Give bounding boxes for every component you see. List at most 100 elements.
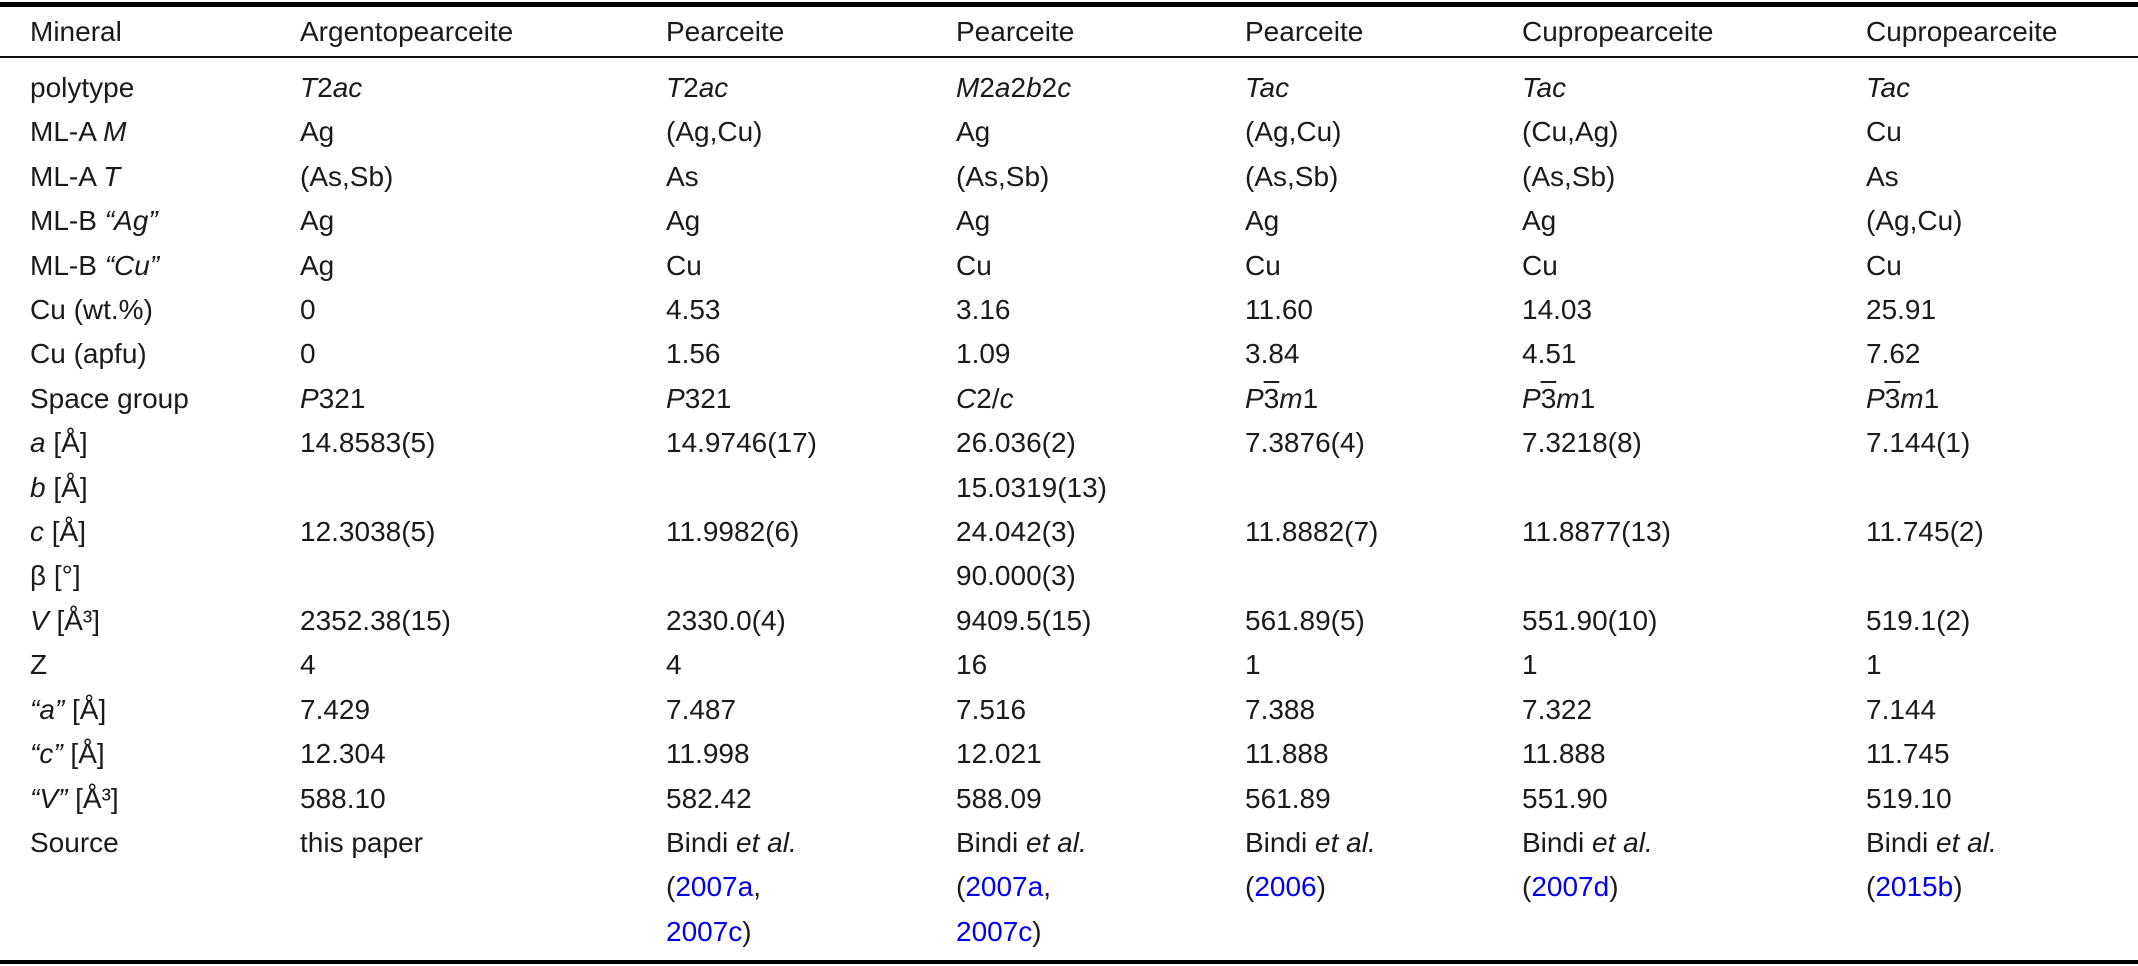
data-cell xyxy=(1866,466,2138,510)
table-body: polytype T2ac T2ac M2a2b2c Tac Tac Tac ML-A M Ag… xyxy=(0,57,2138,962)
text-run: 321 xyxy=(318,382,366,414)
text-run: 321 xyxy=(684,382,732,414)
text-run: 3 xyxy=(1540,382,1557,414)
data-cell: 11.60 xyxy=(1245,294,1313,326)
text-run: Tac xyxy=(1245,72,1290,103)
data-cell: 519.10 xyxy=(1866,782,1952,814)
row-label: c [Å] xyxy=(0,510,300,554)
citation-link[interactable]: 2007d xyxy=(1531,871,1610,903)
text-run: , xyxy=(753,871,761,903)
row-label: polytype xyxy=(30,72,135,103)
data-cell: 561.89 xyxy=(1245,782,1331,814)
data-cell xyxy=(1245,466,1522,510)
data-cell: 1 xyxy=(1866,649,1882,681)
text-run: ac xyxy=(332,72,363,103)
table-row: polytype T2ac T2ac M2a2b2c Tac Tac Tac xyxy=(0,57,2138,110)
table-row: “c” [Å] 12.304 11.998 12.021 11.888 11.888 11.… xyxy=(0,732,2138,776)
data-cell: 14.03 xyxy=(1522,294,1593,326)
data-cell: 26.036(2) xyxy=(956,427,1076,459)
row-label: Source xyxy=(30,826,119,858)
data-cell xyxy=(1245,554,1522,598)
text-run: 1 xyxy=(1302,382,1319,414)
data-cell: 7.516 xyxy=(956,693,1027,725)
text-run: [Å] xyxy=(44,516,87,548)
data-cell: Ag xyxy=(666,205,701,237)
citation-link[interactable]: 2007c xyxy=(666,915,743,947)
row-label: ML-B “Ag” xyxy=(0,199,300,243)
data-cell: 11.745 xyxy=(1866,738,1950,770)
data-cell: Bindi et al. (2007a, 2007c) xyxy=(666,821,956,962)
column-header: Cupropearceite xyxy=(1866,4,2138,58)
row-label: “c” [Å] xyxy=(0,732,300,776)
table-row: V [Å³] 2352.38(15) 2330.0(4) 9409.5(15) 561.… xyxy=(0,599,2138,643)
data-cell: 588.10 xyxy=(300,782,386,814)
citation-link[interactable]: 2007c xyxy=(956,915,1033,947)
text-run: [Å] xyxy=(64,693,107,725)
data-cell: T2ac xyxy=(666,57,956,110)
data-cell: (Ag,Cu) xyxy=(1245,116,1342,148)
citation-link[interactable]: 2015b xyxy=(1875,871,1954,903)
text-run: P xyxy=(1522,382,1541,414)
text-run: c xyxy=(30,516,44,548)
data-cell: 11.9982(6) xyxy=(666,516,800,548)
data-cell: 7.388 xyxy=(1245,693,1316,725)
table-row: ML-B “Ag” Ag Ag Ag Ag Ag (Ag,Cu) xyxy=(0,199,2138,243)
data-cell: 7.3876(4) xyxy=(1245,427,1365,459)
citation-link[interactable]: 2007a xyxy=(675,871,754,903)
data-cell: P3m1 xyxy=(1245,377,1522,421)
row-label: “V” [Å³] xyxy=(0,777,300,821)
text-run: et al. xyxy=(1315,826,1376,858)
text-run: P xyxy=(666,382,685,414)
table-row: ML-A M Ag (Ag,Cu) Ag (Ag,Cu) (Cu,Ag) Cu xyxy=(0,110,2138,154)
text-run: 1 xyxy=(1579,382,1596,414)
text-run: ( xyxy=(1866,871,1876,903)
data-cell: P321 xyxy=(666,377,956,421)
table-row: “a” [Å] 7.429 7.487 7.516 7.388 7.322 7.144 xyxy=(0,688,2138,732)
data-cell: Tac xyxy=(1522,57,1866,110)
data-cell: 561.89(5) xyxy=(1245,604,1365,636)
text-run: c xyxy=(999,382,1014,414)
data-cell: Tac xyxy=(1866,57,2138,110)
text-run: ML-A xyxy=(30,116,104,148)
text-run: ) xyxy=(1316,871,1326,903)
data-cell: 24.042(3) xyxy=(956,516,1076,548)
citation-link[interactable]: 2006 xyxy=(1254,871,1317,903)
citation-link[interactable]: 2007a xyxy=(965,871,1044,903)
text-run: et al. xyxy=(1026,826,1087,858)
data-cell: (Cu,Ag) xyxy=(1522,116,1619,148)
data-cell: 16 xyxy=(956,649,988,681)
data-cell: Tac xyxy=(1245,57,1522,110)
data-cell: 14.8583(5) xyxy=(300,427,436,459)
row-label: Z xyxy=(30,649,48,681)
data-cell: this paper xyxy=(300,826,423,858)
row-label: β [°] xyxy=(30,560,81,592)
text-run: b xyxy=(30,471,46,503)
data-cell: Ag xyxy=(1522,205,1557,237)
text-run: ( xyxy=(666,871,676,903)
data-cell: 519.1(2) xyxy=(1866,604,1971,636)
text-run: ( xyxy=(1522,871,1532,903)
row-label: “a” [Å] xyxy=(0,688,300,732)
column-header: Mineral xyxy=(0,4,300,58)
data-cell: 7.144 xyxy=(1866,693,1937,725)
text-run: c xyxy=(1057,72,1072,103)
data-cell: (As,Sb) xyxy=(956,160,1050,192)
row-label: Cu (wt.%) xyxy=(30,294,153,326)
text-run: “c” xyxy=(30,738,63,770)
data-cell: Bindi et al. (2007d) xyxy=(1522,821,1866,962)
column-header: Argentopearceite xyxy=(300,4,666,58)
text-run: 2 xyxy=(683,72,699,103)
text-run: et al. xyxy=(1592,826,1653,858)
table-row: Cu (wt.%) 0 4.53 3.16 11.60 14.03 25.91 xyxy=(0,288,2138,332)
data-cell: 4.53 xyxy=(666,294,721,326)
text-run: [Å] xyxy=(45,427,88,459)
data-cell: 1 xyxy=(1522,649,1538,681)
column-header: Pearceite xyxy=(666,4,956,58)
text-run: [Å] xyxy=(45,471,88,503)
text-run: V xyxy=(30,604,49,636)
column-header: Pearceite xyxy=(956,4,1245,58)
table-row: Space group P321 P321 C2/c P3m1 P3m1 P3m1 xyxy=(0,377,2138,421)
data-cell: 15.0319(13) xyxy=(956,471,1108,503)
data-cell: Cu xyxy=(1245,249,1281,281)
text-run: “Ag” xyxy=(104,205,158,237)
